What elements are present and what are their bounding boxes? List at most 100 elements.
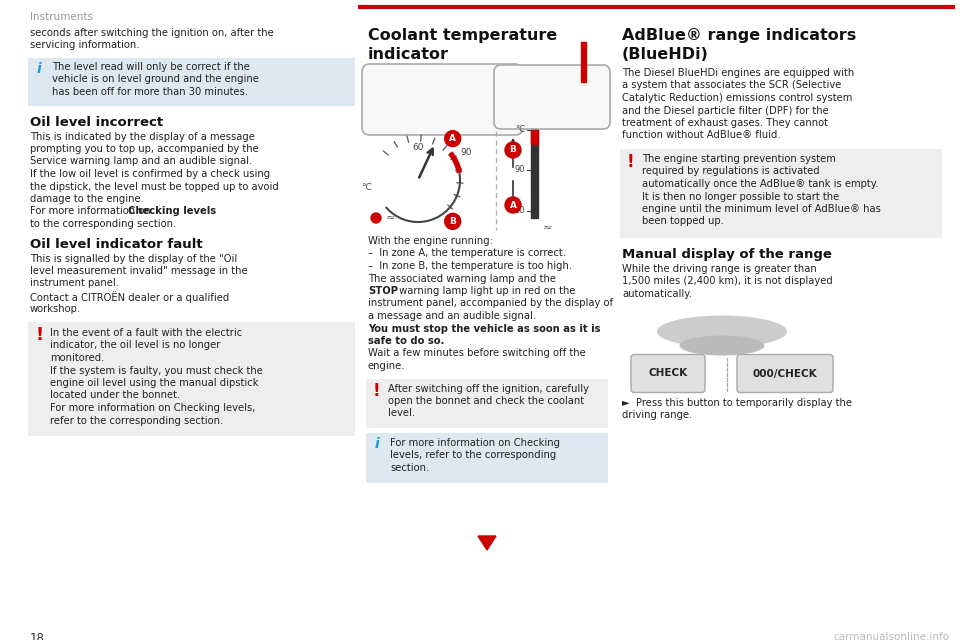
Text: level.: level. bbox=[388, 408, 415, 419]
Text: engine oil level using the manual dipstick: engine oil level using the manual dipsti… bbox=[50, 378, 258, 388]
Text: !: ! bbox=[35, 326, 43, 344]
Text: indicator, the oil level is no longer: indicator, the oil level is no longer bbox=[50, 340, 221, 351]
Text: If the system is faulty, you must check the: If the system is faulty, you must check … bbox=[50, 365, 263, 376]
Text: i: i bbox=[37, 62, 41, 76]
Circle shape bbox=[371, 213, 381, 223]
Text: 1,500 miles (2,400 km), it is not displayed: 1,500 miles (2,400 km), it is not displa… bbox=[622, 276, 832, 287]
Text: B: B bbox=[449, 217, 456, 226]
Text: For more information on Checking: For more information on Checking bbox=[390, 438, 560, 448]
Text: ►  Press this button to temporarily display the: ► Press this button to temporarily displ… bbox=[622, 397, 852, 408]
Text: You must stop the vehicle as soon as it is: You must stop the vehicle as soon as it … bbox=[368, 323, 601, 333]
Text: automatically.: automatically. bbox=[622, 289, 692, 299]
Circle shape bbox=[505, 142, 521, 158]
Text: warning lamp light up in red on the: warning lamp light up in red on the bbox=[396, 286, 575, 296]
Text: In the event of a fault with the electric: In the event of a fault with the electri… bbox=[50, 328, 242, 338]
Text: A: A bbox=[510, 200, 516, 209]
Ellipse shape bbox=[657, 316, 787, 348]
Text: !: ! bbox=[627, 153, 635, 171]
Text: a message and an audible signal.: a message and an audible signal. bbox=[368, 311, 536, 321]
Text: !: ! bbox=[373, 383, 380, 401]
Text: Contact a CITROËN dealer or a qualified: Contact a CITROËN dealer or a qualified bbox=[30, 291, 229, 303]
Text: 90: 90 bbox=[460, 148, 471, 157]
Text: CHECK: CHECK bbox=[648, 369, 687, 378]
Text: –  In zone A, the temperature is correct.: – In zone A, the temperature is correct. bbox=[368, 248, 566, 259]
FancyBboxPatch shape bbox=[737, 355, 833, 392]
FancyBboxPatch shape bbox=[366, 433, 608, 483]
Text: This is indicated by the display of a message: This is indicated by the display of a me… bbox=[30, 131, 254, 141]
FancyBboxPatch shape bbox=[620, 149, 942, 238]
Text: AdBlue® range indicators: AdBlue® range indicators bbox=[622, 28, 856, 43]
Text: engine until the minimum level of AdBlue® has: engine until the minimum level of AdBlue… bbox=[642, 204, 881, 214]
Polygon shape bbox=[478, 536, 496, 550]
Bar bbox=[531, 130, 538, 218]
Circle shape bbox=[444, 131, 461, 147]
Text: B: B bbox=[510, 145, 516, 154]
Text: prompting you to top up, accompanied by the: prompting you to top up, accompanied by … bbox=[30, 144, 259, 154]
Text: safe to do so.: safe to do so. bbox=[368, 336, 444, 346]
Text: workshop.: workshop. bbox=[30, 303, 82, 314]
Text: automatically once the AdBlue® tank is empty.: automatically once the AdBlue® tank is e… bbox=[642, 179, 878, 189]
FancyBboxPatch shape bbox=[631, 355, 705, 392]
Text: has been off for more than 30 minutes.: has been off for more than 30 minutes. bbox=[52, 87, 248, 97]
FancyBboxPatch shape bbox=[366, 378, 608, 428]
Text: servicing information.: servicing information. bbox=[30, 40, 139, 51]
Text: seconds after switching the ignition on, after the: seconds after switching the ignition on,… bbox=[30, 28, 274, 38]
Text: instrument panel.: instrument panel. bbox=[30, 278, 119, 289]
Text: The associated warning lamp and the: The associated warning lamp and the bbox=[368, 273, 556, 284]
Circle shape bbox=[505, 197, 521, 213]
FancyBboxPatch shape bbox=[28, 322, 355, 436]
FancyBboxPatch shape bbox=[28, 58, 355, 106]
Text: Catalytic Reduction) emissions control system: Catalytic Reduction) emissions control s… bbox=[622, 93, 852, 103]
Text: The Diesel BlueHDi engines are equipped with: The Diesel BlueHDi engines are equipped … bbox=[622, 68, 854, 78]
Text: treatment of exhaust gases. They cannot: treatment of exhaust gases. They cannot bbox=[622, 118, 828, 128]
Text: monitored.: monitored. bbox=[50, 353, 105, 363]
Text: The level read will only be correct if the: The level read will only be correct if t… bbox=[52, 62, 250, 72]
Text: It is then no longer possible to start the: It is then no longer possible to start t… bbox=[642, 191, 839, 202]
Text: This is signalled by the display of the "Oil: This is signalled by the display of the … bbox=[30, 253, 237, 264]
Text: While the driving range is greater than: While the driving range is greater than bbox=[622, 264, 817, 274]
Text: required by regulations is activated: required by regulations is activated bbox=[642, 166, 820, 177]
Text: 50: 50 bbox=[515, 207, 525, 216]
Text: For more information on Checking levels,: For more information on Checking levels, bbox=[50, 403, 255, 413]
Ellipse shape bbox=[680, 335, 764, 355]
FancyBboxPatch shape bbox=[362, 64, 523, 135]
Text: Oil level incorrect: Oil level incorrect bbox=[30, 115, 163, 129]
Text: (BlueHDi): (BlueHDi) bbox=[622, 47, 708, 62]
Text: 90: 90 bbox=[515, 165, 525, 174]
Text: been topped up.: been topped up. bbox=[642, 216, 724, 227]
Text: For more information on: For more information on bbox=[30, 207, 154, 216]
Text: vehicle is on level ground and the engine: vehicle is on level ground and the engin… bbox=[52, 74, 259, 84]
Text: located under the bonnet.: located under the bonnet. bbox=[50, 390, 180, 401]
Text: open the bonnet and check the coolant: open the bonnet and check the coolant bbox=[388, 396, 584, 406]
Text: function without AdBlue® fluid.: function without AdBlue® fluid. bbox=[622, 131, 780, 141]
Bar bbox=[581, 42, 586, 82]
Text: –  In zone B, the temperature is too high.: – In zone B, the temperature is too high… bbox=[368, 261, 572, 271]
Text: After switching off the ignition, carefully: After switching off the ignition, carefu… bbox=[388, 383, 589, 394]
Text: A: A bbox=[449, 134, 456, 143]
Text: 60: 60 bbox=[412, 143, 423, 152]
Text: Instruments: Instruments bbox=[30, 12, 93, 22]
Text: a system that associates the SCR (Selective: a system that associates the SCR (Select… bbox=[622, 81, 841, 90]
Text: Manual display of the range: Manual display of the range bbox=[622, 248, 832, 261]
Text: Service warning lamp and an audible signal.: Service warning lamp and an audible sign… bbox=[30, 157, 252, 166]
Text: ≈: ≈ bbox=[543, 223, 552, 233]
Text: level measurement invalid" message in the: level measurement invalid" message in th… bbox=[30, 266, 248, 276]
Circle shape bbox=[444, 213, 461, 229]
Text: the dipstick, the level must be topped up to avoid: the dipstick, the level must be topped u… bbox=[30, 182, 278, 191]
Text: °C: °C bbox=[361, 184, 372, 193]
Text: ≈: ≈ bbox=[386, 213, 396, 223]
Text: 000/CHECK: 000/CHECK bbox=[753, 369, 817, 378]
FancyBboxPatch shape bbox=[494, 65, 610, 129]
Text: section.: section. bbox=[390, 463, 429, 473]
Text: STOP: STOP bbox=[368, 286, 398, 296]
Text: and the Diesel particle filter (DPF) for the: and the Diesel particle filter (DPF) for… bbox=[622, 106, 828, 115]
Text: With the engine running:: With the engine running: bbox=[368, 236, 492, 246]
Text: carmanualsonline.info: carmanualsonline.info bbox=[834, 632, 950, 640]
Text: driving range.: driving range. bbox=[622, 410, 692, 420]
Text: engine.: engine. bbox=[368, 361, 405, 371]
Text: Oil level indicator fault: Oil level indicator fault bbox=[30, 237, 203, 250]
Text: i: i bbox=[375, 437, 380, 451]
Bar bbox=[531, 130, 538, 144]
Text: Wait a few minutes before switching off the: Wait a few minutes before switching off … bbox=[368, 349, 586, 358]
Text: 18: 18 bbox=[30, 632, 45, 640]
